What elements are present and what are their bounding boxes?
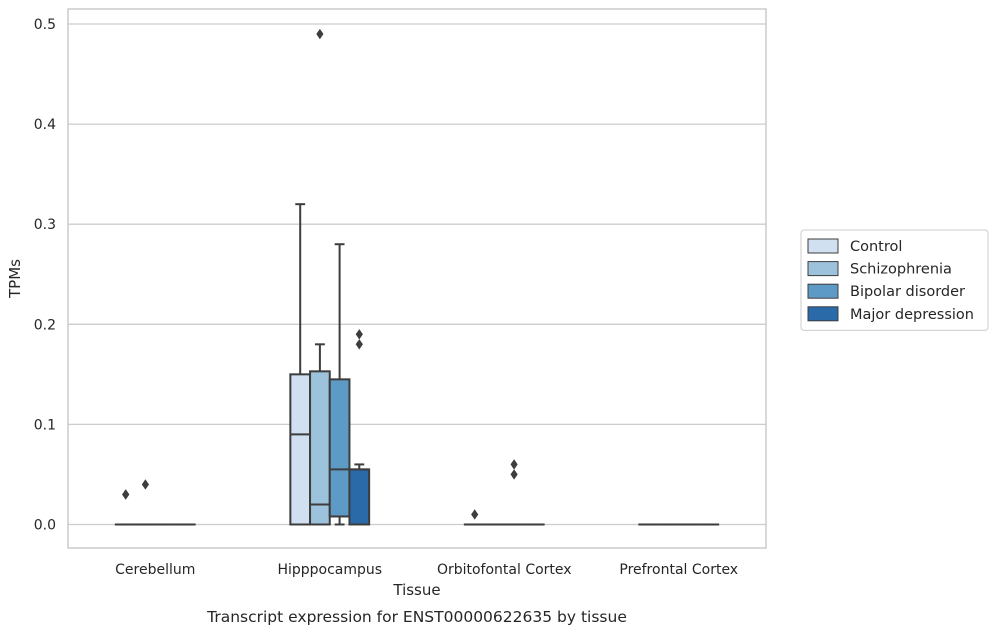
box-group bbox=[114, 489, 137, 526]
box-group bbox=[328, 243, 351, 526]
outlier-point bbox=[355, 339, 363, 350]
box-series bbox=[114, 28, 720, 526]
box-group bbox=[289, 203, 312, 526]
x-tick-label: Cerebellum bbox=[115, 562, 195, 578]
y-tick-label: 0.2 bbox=[34, 317, 56, 333]
x-axis-ticks: Cerebellum Hipppocampus Orbitofontal Corte… bbox=[115, 562, 738, 578]
box-group bbox=[134, 479, 157, 526]
grid-lines bbox=[68, 23, 766, 526]
legend-label: Schizophrenia bbox=[850, 262, 952, 278]
box-body bbox=[289, 373, 312, 526]
x-tick-label: Prefrontal Cortex bbox=[619, 562, 738, 578]
box-group bbox=[503, 459, 525, 526]
y-axis-label: TPMs bbox=[6, 259, 24, 299]
outlier-point bbox=[355, 329, 363, 340]
x-axis-label: Tissue bbox=[392, 581, 440, 599]
box-group bbox=[348, 329, 371, 526]
box-group bbox=[309, 28, 331, 526]
plot-frame bbox=[67, 8, 767, 549]
y-tick-label: 0.1 bbox=[34, 417, 56, 433]
legend: Control Schizophrenia Bipolar disorder Majo… bbox=[800, 229, 989, 331]
outlier-point bbox=[471, 509, 479, 520]
outlier-point bbox=[141, 479, 149, 490]
legend-label: Control bbox=[850, 239, 902, 255]
outlier-point bbox=[316, 28, 324, 40]
y-axis-ticks: 0.0 0.1 0.2 0.3 0.4 0.5 bbox=[34, 17, 56, 533]
x-tick-label: Hipppocampus bbox=[277, 562, 382, 578]
outlier-point bbox=[510, 469, 518, 480]
x-tick-label: Orbitofontal Cortex bbox=[437, 562, 572, 578]
y-tick-label: 0.5 bbox=[34, 17, 56, 33]
box-group bbox=[463, 509, 486, 526]
box-body bbox=[309, 370, 331, 526]
legend-swatch bbox=[807, 238, 839, 254]
box-body bbox=[328, 378, 351, 518]
chart-caption: Transcript expression for ENST0000062263… bbox=[206, 608, 627, 626]
outlier-point bbox=[510, 459, 518, 470]
legend-label: Bipolar disorder bbox=[850, 284, 965, 300]
legend-frame bbox=[800, 229, 989, 331]
box-body bbox=[348, 468, 371, 526]
legend-swatch bbox=[807, 306, 839, 322]
y-tick-label: 0.3 bbox=[34, 217, 56, 233]
legend-swatch bbox=[807, 283, 839, 299]
y-tick-label: 0.0 bbox=[34, 517, 56, 533]
legend-label: Major depression bbox=[850, 307, 974, 323]
legend-swatch bbox=[807, 261, 839, 277]
outlier-point bbox=[122, 489, 130, 500]
y-tick-label: 0.4 bbox=[34, 117, 56, 133]
